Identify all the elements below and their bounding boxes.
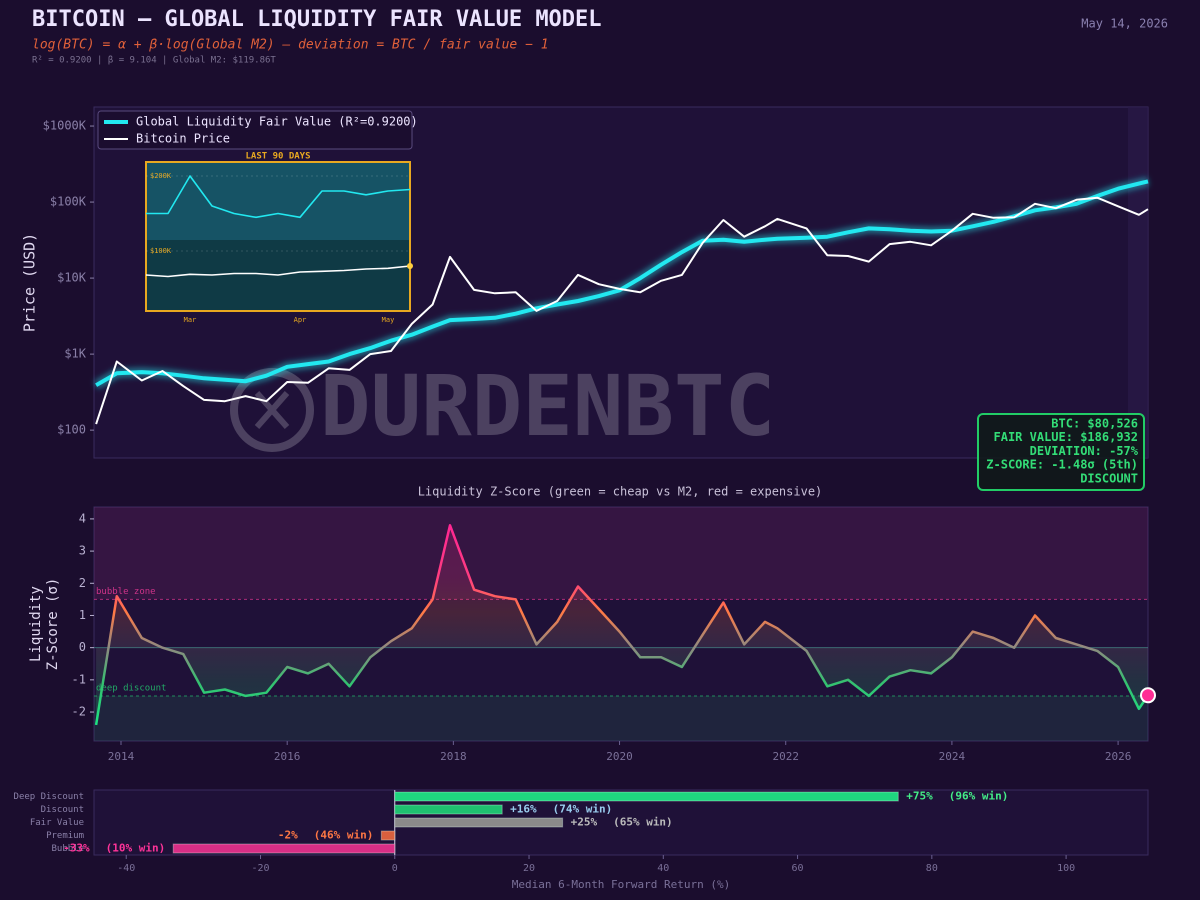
y-tick-label: 4 [79, 511, 86, 525]
info-line: DISCOUNT [1080, 471, 1138, 485]
y-axis-label-line: Liquidity [28, 586, 44, 662]
value-text: -2% [278, 829, 298, 842]
x-tick-label: Apr [294, 316, 307, 324]
y-axis-label: LiquidityZ-Score (σ) [28, 578, 61, 671]
value-label: +16% (74% win) [510, 803, 612, 816]
value-text: +75% [906, 790, 933, 803]
bar [172, 843, 396, 854]
x-tick-label: 0 [392, 863, 398, 874]
y-tick-label: 1 [79, 608, 86, 622]
threshold-label: deep discount [96, 683, 166, 693]
zone-shade [94, 695, 1148, 741]
bar [380, 830, 396, 841]
value-text: +25% [571, 816, 598, 829]
value-text: -33% [63, 842, 90, 855]
zscore-area [96, 525, 1149, 725]
bar [394, 791, 899, 802]
x-tick-label: 20 [523, 863, 535, 874]
zone-shade [94, 507, 1148, 600]
series-line [95, 179, 1149, 387]
info-box [977, 413, 1145, 491]
x-tick-label: 2022 [772, 750, 799, 763]
x-tick-label: -20 [251, 863, 269, 874]
y-tick-label: Fair Value [30, 818, 84, 828]
zscore-title: Liquidity Z-Score (green = cheap vs M2, … [418, 485, 823, 499]
value-label: -2% (46% win) [278, 829, 373, 842]
info-line: BTC: $80,526 [1051, 417, 1138, 431]
date: May 14, 2026 [1081, 17, 1168, 31]
value-text: +16% [510, 803, 537, 816]
win-text: (46% win) [314, 829, 374, 842]
threshold-label: bubble zone [96, 587, 156, 597]
watermark-text: DURDENBTC [320, 357, 775, 455]
y-tick-label: $100K [150, 247, 172, 255]
x-tick-label: 80 [926, 863, 938, 874]
bar [394, 804, 503, 815]
x-tick-label: 2024 [939, 750, 966, 763]
win-text: (74% win) [553, 803, 613, 816]
watermark-x [254, 391, 290, 429]
info-line: Z-SCORE: -1.48σ (5th) [986, 458, 1138, 472]
x-axis-label: Median 6-Month Forward Return (%) [512, 878, 731, 891]
series-line [146, 175, 411, 219]
x-tick-label: 40 [657, 863, 669, 874]
x-tick-label: 2014 [108, 750, 135, 763]
value-label: +25% (65% win) [571, 816, 673, 829]
bar [394, 817, 564, 828]
win-text: (65% win) [613, 816, 673, 829]
info-line: FAIR VALUE: $186,932 [994, 430, 1139, 444]
zscore-plot-area [93, 506, 1149, 742]
legend-box [97, 110, 413, 150]
value-label: +75% (96% win) [906, 790, 1008, 803]
x-tick-label: 60 [792, 863, 804, 874]
y-tick-label: -1 [72, 672, 86, 686]
x-tick-label: Mar [184, 316, 197, 324]
y-tick-label: Deep Discount [14, 792, 84, 802]
x-tick-label: 2026 [1105, 750, 1132, 763]
y-tick-label: Discount [41, 805, 84, 815]
y-tick-label: $1000K [43, 119, 87, 133]
y-tick-label: -2 [72, 705, 86, 719]
zscore-end-dot [1140, 687, 1156, 704]
y-tick-label: $100K [50, 195, 87, 209]
y-tick-label: 0 [79, 640, 86, 654]
inset-end-dot [407, 263, 413, 270]
page-title: BITCOIN — GLOBAL LIQUIDITY FAIR VALUE MO… [32, 7, 602, 32]
series-line [145, 265, 411, 278]
value-label: -33% (10% win) [63, 842, 165, 855]
x-tick-label: 2016 [274, 750, 301, 763]
info-line: DEVIATION: -57% [1030, 444, 1139, 458]
y-tick-label: Premium [46, 831, 84, 841]
y-tick-label: 3 [79, 544, 86, 558]
formula: log(BTC) = α + β·log(Global M2) — deviat… [32, 38, 549, 53]
y-tick-label: $10K [57, 271, 87, 285]
y-tick-label: Bubble [51, 844, 84, 854]
series-line [94, 524, 1150, 726]
x-tick-label: 2020 [606, 750, 633, 763]
y-tick-label: 2 [79, 576, 86, 590]
x-tick-label: 2018 [440, 750, 467, 763]
y-tick-label: $200K [150, 172, 172, 180]
series-line [95, 196, 1149, 425]
legend-label: Global Liquidity Fair Value (R²=0.9200) [136, 115, 418, 129]
legend-label: Bitcoin Price [136, 132, 230, 146]
y-tick-label: $1K [64, 347, 86, 361]
recent-highlight [1128, 107, 1148, 458]
x-tick-label: May [382, 316, 395, 324]
inset-title: LAST 90 DAYS [245, 152, 310, 162]
y-tick-label: $100 [57, 423, 86, 437]
win-text: (96% win) [949, 790, 1009, 803]
watermark-group: DURDENBTC [230, 357, 775, 455]
stats: R² = 0.9200 | β = 9.104 | Global M2: $11… [32, 56, 276, 66]
x-tick-label: -40 [117, 863, 135, 874]
y-axis-label: Price (USD) [21, 233, 39, 332]
x-tick-label: 100 [1057, 863, 1075, 874]
y-axis-label-line: Z-Score (σ) [45, 578, 61, 671]
win-text: (10% win) [106, 842, 166, 855]
